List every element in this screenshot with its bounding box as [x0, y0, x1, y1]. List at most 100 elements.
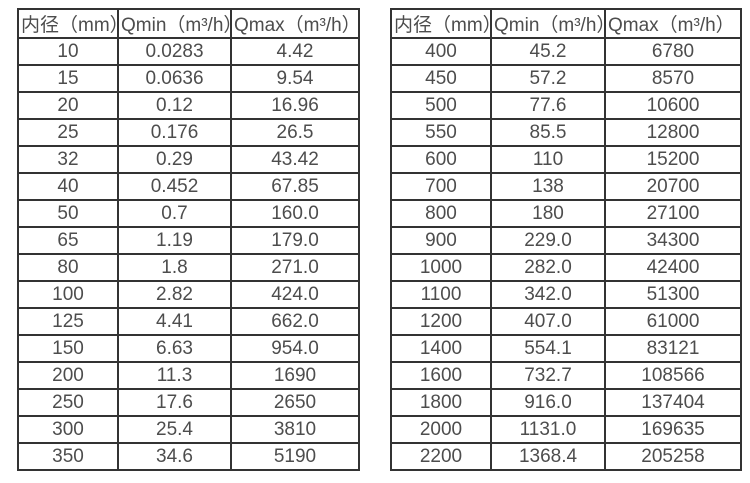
- qmin-cell: 6.63: [117, 334, 232, 363]
- diameter-cell: 1100: [390, 280, 492, 309]
- table-row: 500 77.6 10600: [390, 91, 742, 120]
- diameter-cell: 600: [390, 145, 492, 174]
- diameter-cell: 1400: [390, 334, 492, 363]
- qmin-cell: 0.0283: [117, 37, 232, 66]
- diameter-cell: 15: [17, 64, 119, 93]
- diameter-cell: 550: [390, 118, 492, 147]
- column-header-diameter: 内径（mm）: [390, 8, 492, 39]
- qmax-cell: 6780: [604, 37, 742, 66]
- qmin-cell: 0.452: [117, 172, 232, 201]
- diameter-cell: 40: [17, 172, 119, 201]
- diameter-cell: 200: [17, 361, 119, 390]
- table-row: 300 25.4 3810: [17, 415, 360, 444]
- diameter-cell: 500: [390, 91, 492, 120]
- qmax-cell: 43.42: [230, 145, 360, 174]
- header-row: 内径（mm） Qmin（m³/h） Qmax（m³/h）: [390, 8, 742, 39]
- table-row: 600 110 15200: [390, 145, 742, 174]
- diameter-cell: 800: [390, 199, 492, 228]
- column-header-diameter: 内径（mm）: [17, 8, 119, 39]
- qmin-cell: 4.41: [117, 307, 232, 336]
- qmin-cell: 57.2: [490, 64, 606, 93]
- table-row: 15 0.0636 9.54: [17, 64, 360, 93]
- qmin-cell: 2.82: [117, 280, 232, 309]
- column-header-qmin: Qmin（m³/h）: [117, 8, 232, 39]
- qmin-cell: 34.6: [117, 442, 232, 471]
- qmax-cell: 3810: [230, 415, 360, 444]
- qmax-cell: 12800: [604, 118, 742, 147]
- qmax-cell: 271.0: [230, 253, 360, 282]
- qmin-cell: 0.29: [117, 145, 232, 174]
- table-row: 550 85.5 12800: [390, 118, 742, 147]
- table-row: 2000 1131.0 169635: [390, 415, 742, 444]
- diameter-cell: 450: [390, 64, 492, 93]
- qmax-cell: 954.0: [230, 334, 360, 363]
- table-row: 250 17.6 2650: [17, 388, 360, 417]
- qmax-cell: 42400: [604, 253, 742, 282]
- column-header-qmax: Qmax（m³/h）: [604, 8, 742, 39]
- qmax-cell: 16.96: [230, 91, 360, 120]
- qmax-cell: 61000: [604, 307, 742, 336]
- table-row: 40 0.452 67.85: [17, 172, 360, 201]
- qmax-cell: 4.42: [230, 37, 360, 66]
- qmax-cell: 108566: [604, 361, 742, 390]
- qmin-cell: 45.2: [490, 37, 606, 66]
- table-row: 65 1.19 179.0: [17, 226, 360, 255]
- qmin-cell: 407.0: [490, 307, 606, 336]
- table-row: 1800 916.0 137404: [390, 388, 742, 417]
- diameter-cell: 250: [17, 388, 119, 417]
- table-row: 1100 342.0 51300: [390, 280, 742, 309]
- qmax-cell: 2650: [230, 388, 360, 417]
- qmax-cell: 662.0: [230, 307, 360, 336]
- column-header-qmin: Qmin（m³/h）: [490, 8, 606, 39]
- qmin-cell: 11.3: [117, 361, 232, 390]
- qmin-cell: 554.1: [490, 334, 606, 363]
- table-row: 32 0.29 43.42: [17, 145, 360, 174]
- table-row: 900 229.0 34300: [390, 226, 742, 255]
- qmin-cell: 0.0636: [117, 64, 232, 93]
- qmin-cell: 17.6: [117, 388, 232, 417]
- qmin-cell: 138: [490, 172, 606, 201]
- header-row: 内径（mm） Qmin（m³/h） Qmax（m³/h）: [17, 8, 360, 39]
- table-row: 10 0.0283 4.42: [17, 37, 360, 66]
- table-row: 50 0.7 160.0: [17, 199, 360, 228]
- diameter-cell: 100: [17, 280, 119, 309]
- table-row: 700 138 20700: [390, 172, 742, 201]
- qmin-cell: 0.12: [117, 91, 232, 120]
- qmin-cell: 916.0: [490, 388, 606, 417]
- diameter-cell: 350: [17, 442, 119, 471]
- table-row: 100 2.82 424.0: [17, 280, 360, 309]
- diameter-cell: 1000: [390, 253, 492, 282]
- column-header-qmax: Qmax（m³/h）: [230, 8, 360, 39]
- table-row: 200 11.3 1690: [17, 361, 360, 390]
- qmin-cell: 732.7: [490, 361, 606, 390]
- qmax-cell: 424.0: [230, 280, 360, 309]
- diameter-cell: 2200: [390, 442, 492, 471]
- diameter-cell: 25: [17, 118, 119, 147]
- qmin-cell: 0.176: [117, 118, 232, 147]
- flow-rate-table-small-diameters: 内径（mm） Qmin（m³/h） Qmax（m³/h） 10 0.0283 4.42 15…: [17, 8, 360, 471]
- table-row: 1000 282.0 42400: [390, 253, 742, 282]
- qmin-cell: 25.4: [117, 415, 232, 444]
- table-row: 400 45.2 6780: [390, 37, 742, 66]
- qmin-cell: 110: [490, 145, 606, 174]
- table-row: 25 0.176 26.5: [17, 118, 360, 147]
- qmin-cell: 342.0: [490, 280, 606, 309]
- diameter-cell: 150: [17, 334, 119, 363]
- table-row: 80 1.8 271.0: [17, 253, 360, 282]
- diameter-cell: 1200: [390, 307, 492, 336]
- table-row: 800 180 27100: [390, 199, 742, 228]
- table-row: 1200 407.0 61000: [390, 307, 742, 336]
- diameter-cell: 1600: [390, 361, 492, 390]
- qmax-cell: 8570: [604, 64, 742, 93]
- qmin-cell: 0.7: [117, 199, 232, 228]
- qmax-cell: 20700: [604, 172, 742, 201]
- diameter-cell: 400: [390, 37, 492, 66]
- table-row: 1400 554.1 83121: [390, 334, 742, 363]
- qmax-cell: 137404: [604, 388, 742, 417]
- diameter-cell: 10: [17, 37, 119, 66]
- qmax-cell: 160.0: [230, 199, 360, 228]
- qmin-cell: 77.6: [490, 91, 606, 120]
- diameter-cell: 65: [17, 226, 119, 255]
- qmax-cell: 26.5: [230, 118, 360, 147]
